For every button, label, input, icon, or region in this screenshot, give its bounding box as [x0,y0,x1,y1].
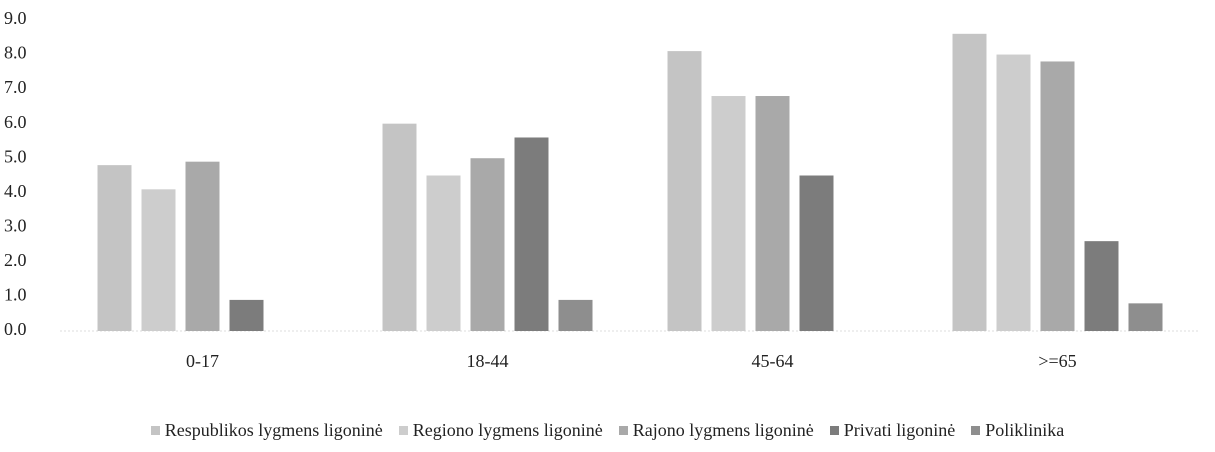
bar [1128,303,1163,331]
legend-swatch [618,426,628,435]
legend-item: Poliklinika [971,420,1064,441]
legend-item: Regiono lygmens ligoninė [398,420,603,441]
legend-label: Regiono lygmens ligoninė [412,420,603,440]
bar [514,137,549,331]
bar [97,165,132,331]
y-tick-label: 9.0 [4,8,27,28]
bar [996,54,1031,332]
legend-swatch [150,426,160,435]
x-tick-label: 0-17 [186,351,219,371]
y-tick-label: 3.0 [4,215,27,235]
y-tick-label: 5.0 [4,146,27,166]
legend-label: Respublikos lygmens ligoninė [164,420,383,440]
bar [426,175,461,331]
y-tick-label: 6.0 [4,112,27,132]
legend: Respublikos lygmens ligoninė Regiono lygm… [0,420,1215,441]
x-tick-label: >=65 [1038,351,1076,371]
y-tick-label: 7.0 [4,77,27,97]
legend-label: Rajono lygmens ligoninė [632,420,814,440]
legend-swatch [829,426,839,435]
x-tick-label: 45-64 [752,351,794,371]
bar [229,299,264,331]
bar [667,51,702,331]
bar [711,96,746,332]
bar [558,299,593,331]
legend-item: Privati ligoninė [829,420,956,441]
legend-label: Poliklinika [985,420,1065,440]
bar [1040,61,1075,331]
bar [382,123,417,332]
chart: 0.0 1.0 2.0 3.0 4.0 5.0 6.0 7.0 8.0 9.0 0-17 18-44 4… [4,8,1200,371]
legend-swatch [398,426,408,435]
y-tick-label: 8.0 [4,43,27,63]
bar [141,189,176,331]
legend-label: Privati ligoninė [843,420,956,440]
y-tick-label: 0.0 [4,319,27,339]
bar [952,33,987,331]
bar [1084,241,1119,331]
y-tick-label: 2.0 [4,250,27,270]
bar [470,158,505,331]
bar [185,161,220,331]
x-tick-label: 18-44 [467,351,509,371]
legend-swatch [971,426,981,435]
y-tick-label: 4.0 [4,181,27,201]
legend-item: Respublikos lygmens ligoninė [150,420,383,441]
bar [799,175,834,331]
legend-item: Rajono lygmens ligoninė [618,420,814,441]
y-tick-label: 1.0 [4,285,27,305]
bar [755,96,790,332]
